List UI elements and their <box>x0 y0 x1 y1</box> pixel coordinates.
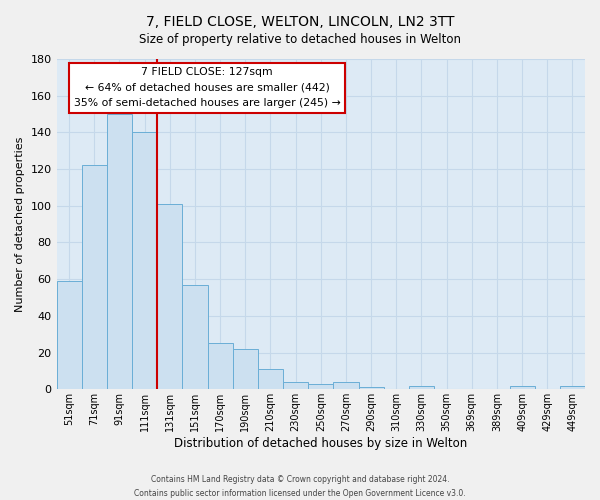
Bar <box>56 281 82 390</box>
Text: Size of property relative to detached houses in Welton: Size of property relative to detached ho… <box>139 32 461 46</box>
Bar <box>208 344 233 390</box>
Bar <box>233 349 258 390</box>
Bar <box>157 204 182 390</box>
Y-axis label: Number of detached properties: Number of detached properties <box>15 136 25 312</box>
Bar <box>334 382 359 390</box>
Text: 7, FIELD CLOSE, WELTON, LINCOLN, LN2 3TT: 7, FIELD CLOSE, WELTON, LINCOLN, LN2 3TT <box>146 15 454 29</box>
Bar <box>308 384 334 390</box>
X-axis label: Distribution of detached houses by size in Welton: Distribution of detached houses by size … <box>174 437 467 450</box>
Bar <box>132 132 157 390</box>
Bar <box>283 382 308 390</box>
Bar <box>182 284 208 390</box>
Bar <box>560 386 585 390</box>
Bar <box>509 386 535 390</box>
Text: 7 FIELD CLOSE: 127sqm
← 64% of detached houses are smaller (442)
35% of semi-det: 7 FIELD CLOSE: 127sqm ← 64% of detached … <box>74 68 341 108</box>
Bar <box>258 369 283 390</box>
Text: Contains HM Land Registry data © Crown copyright and database right 2024.
Contai: Contains HM Land Registry data © Crown c… <box>134 476 466 498</box>
Bar <box>409 386 434 390</box>
Bar <box>82 166 107 390</box>
Bar <box>107 114 132 390</box>
Bar <box>359 388 383 390</box>
